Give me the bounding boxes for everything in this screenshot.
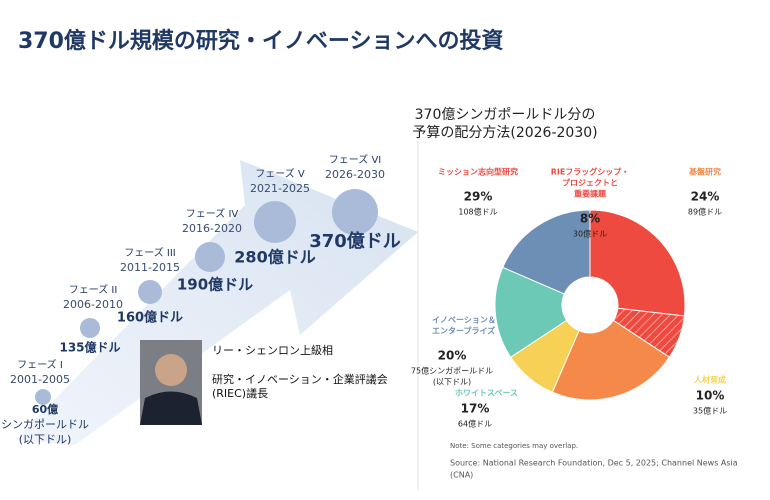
phase-name: フェーズ V (255, 167, 305, 180)
donut-segment (589, 209, 686, 317)
donut-segment (551, 319, 671, 401)
phase-circle (35, 389, 51, 405)
phase-name: フェーズ I (17, 358, 63, 371)
category-label: 基盤研究 (688, 167, 721, 177)
phase-circle (195, 242, 225, 272)
phase-name: フェーズ IV (186, 207, 239, 220)
amount-label: 89億ドル (688, 207, 722, 217)
phase-years: 2006-2010 (63, 298, 123, 311)
phase-name: フェーズ VI (329, 153, 381, 166)
phase-name: フェーズ II (69, 283, 118, 296)
chart-title: 予算の配分方法(2026-2030) (412, 125, 597, 141)
phase-years: 2001-2005 (10, 373, 70, 386)
amount-label: 75億シンガポールドル (411, 366, 493, 376)
person-role: (RIEC)議長 (212, 386, 268, 400)
value-label: 29% (464, 190, 493, 204)
phase-years: 2026-2030 (325, 168, 385, 181)
amount-label: 35億ドル (693, 406, 727, 416)
phase-amount: 135億ドル (59, 340, 120, 355)
category-label: ミッション志向型研究 (438, 167, 518, 177)
value-label: 10% (696, 389, 725, 403)
phase-amount: 190億ドル (177, 276, 253, 294)
chart-title: 370億シンガポールドル分の (415, 107, 596, 123)
category-label: 重要課題 (574, 189, 607, 199)
amount-label: 64億ドル (458, 419, 492, 429)
category-label: プロジェクトと (562, 178, 618, 188)
phase-circle (332, 189, 378, 235)
note: Note: Some categories may overlap. (450, 442, 578, 450)
portrait-face (155, 354, 187, 386)
donut-segment (494, 266, 568, 358)
arrow (15, 160, 418, 445)
phase-years: 2021-2025 (250, 182, 310, 195)
phase-years: 2016-2020 (182, 222, 242, 235)
category-label: 人材育成 (694, 375, 726, 385)
amount-label: 30億ドル (573, 229, 607, 239)
phase-amount: シンガポールドル (1, 418, 89, 431)
phase-circle (80, 318, 100, 338)
person-name: リー・シェンロン上級相 (212, 344, 333, 357)
person-role: 研究・イノベーション・企業評議会 (212, 372, 388, 386)
phase-circle (138, 280, 162, 304)
category-label: RIEフラッグシップ・ (551, 167, 630, 177)
donut-segment (502, 209, 591, 295)
title: 370億ドル規模の研究・イノベーションへの投資 (18, 28, 503, 54)
phase-years: 2011-2015 (120, 261, 180, 274)
phase-circle (254, 201, 296, 243)
amount-label: 108億ドル (458, 207, 497, 217)
category-label: イノベーション＆ (432, 316, 496, 325)
source: (CNA) (450, 471, 473, 480)
value-label: 20% (438, 349, 467, 363)
amount-label: (以下ドル) (433, 378, 471, 387)
phase-amount: 160億ドル (117, 310, 183, 326)
category-label: エンタープライズ (432, 326, 495, 336)
phase-name: フェーズ III (124, 246, 176, 259)
value-label: 24% (691, 190, 720, 204)
phase-amount: 60億 (32, 402, 58, 416)
phase-amount: (以下ドル) (19, 433, 72, 446)
phase-amount: 370億ドル (309, 230, 401, 252)
portrait-suit (140, 391, 202, 425)
value-label: 17% (461, 402, 490, 416)
value-label: 8% (580, 212, 600, 226)
phase-amount: 280億ドル (234, 248, 315, 267)
source: Source: National Research Foundation, De… (450, 459, 738, 468)
category-label: ホワイトスペース (455, 389, 518, 398)
